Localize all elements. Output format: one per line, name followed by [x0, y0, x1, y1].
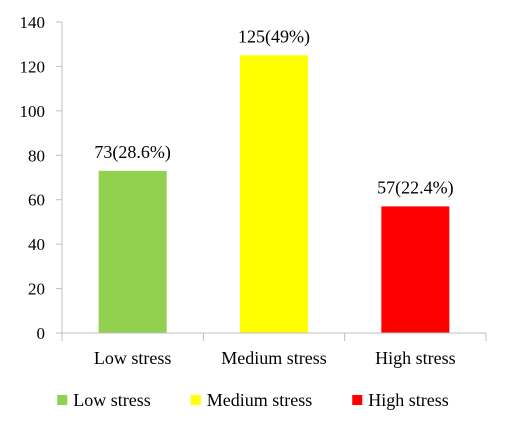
legend-label: Medium stress — [207, 390, 313, 410]
legend: Low stress Medium stress High stress — [57, 390, 449, 410]
legend-swatch — [57, 395, 68, 405]
y-tick-label: 60 — [28, 191, 45, 210]
data-label: 73(28.6%) — [94, 142, 170, 163]
y-tick-label: 140 — [20, 13, 46, 32]
x-tick-label: Medium stress — [221, 348, 327, 368]
x-axis: Low stress Medium stress High stress — [61, 332, 487, 368]
legend-swatch — [352, 395, 363, 405]
data-label: 57(22.4%) — [377, 177, 453, 198]
y-tick-label: 0 — [37, 324, 46, 343]
bar-medium-stress — [240, 55, 308, 333]
y-tick-label: 40 — [28, 235, 45, 254]
x-tick-label: High stress — [375, 348, 456, 368]
x-tick-label: Low stress — [94, 348, 172, 368]
data-label: 125(49%) — [238, 26, 310, 47]
data-labels: 73(28.6%) 125(49%) 57(22.4%) — [94, 26, 453, 198]
y-tick-label: 100 — [20, 102, 46, 121]
y-tick-label: 80 — [28, 146, 45, 165]
bar-low-stress — [98, 170, 167, 333]
y-tick-label: 20 — [28, 280, 45, 299]
legend-swatch — [190, 395, 201, 405]
y-axis: 0 20 40 60 80 100 120 140 — [20, 13, 63, 343]
bars — [98, 55, 450, 333]
y-tick-label: 120 — [20, 57, 46, 76]
legend-label: Low stress — [73, 390, 151, 410]
legend-label: High stress — [368, 390, 449, 410]
bar-high-stress — [381, 206, 450, 333]
